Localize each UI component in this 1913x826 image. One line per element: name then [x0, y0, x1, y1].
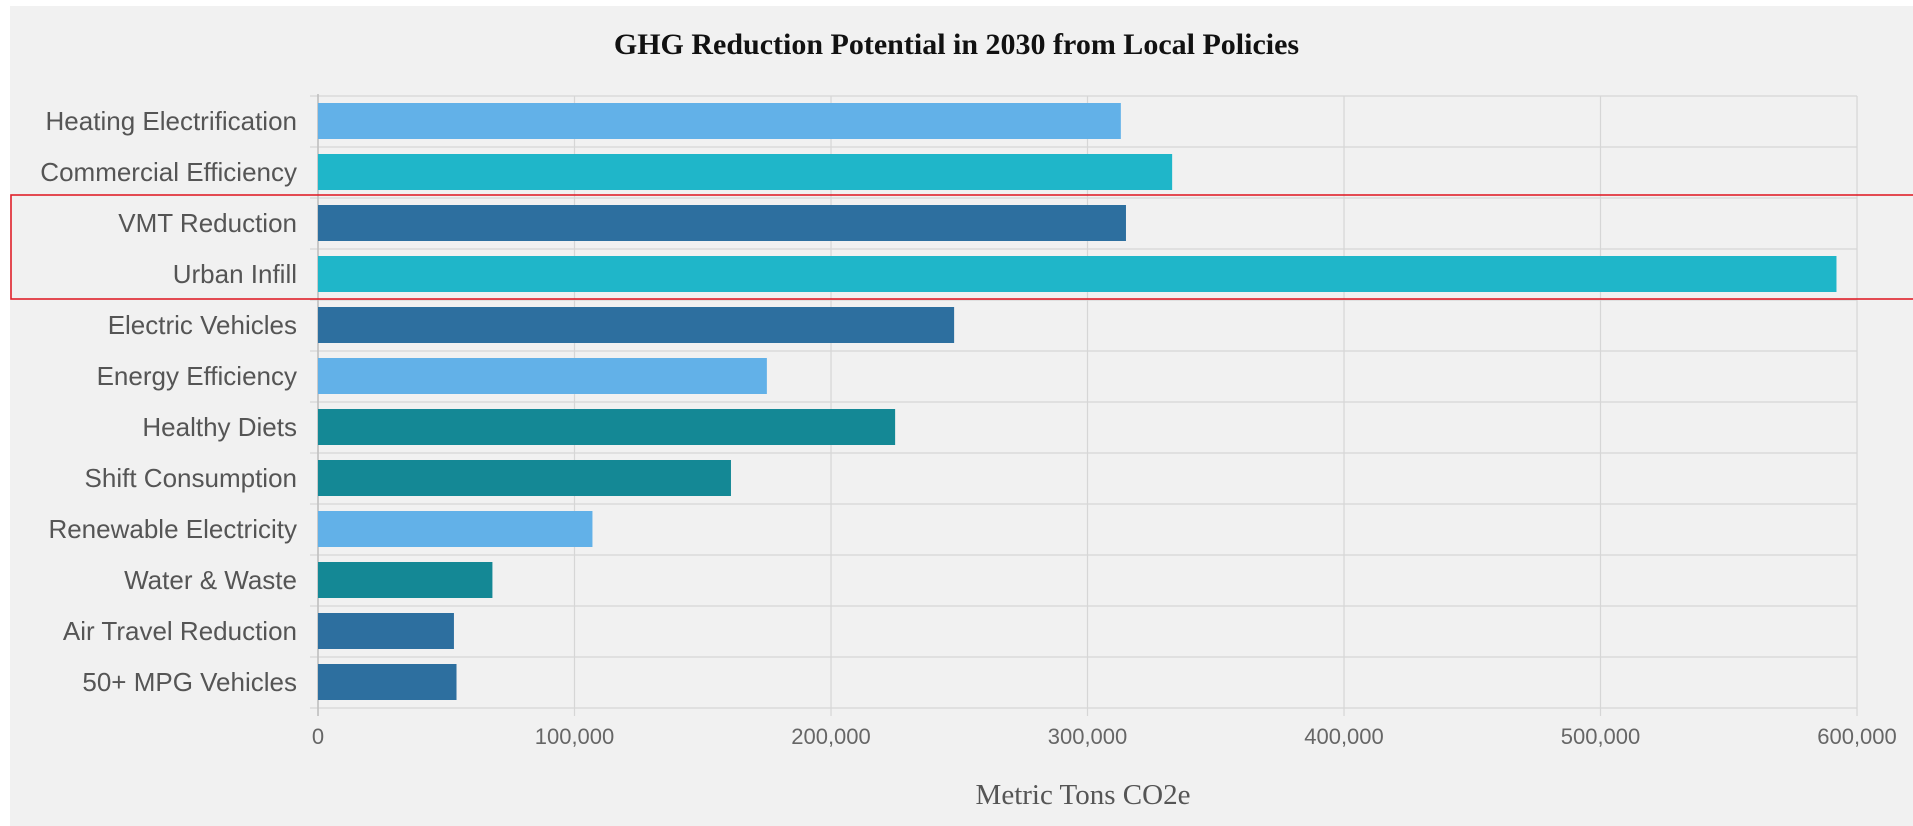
category-label: Shift Consumption — [85, 463, 297, 493]
bar-electric-vehicles — [318, 307, 955, 343]
category-label: Water & Waste — [124, 565, 297, 595]
category-label: Air Travel Reduction — [63, 616, 297, 646]
bar-energy-efficiency — [318, 358, 767, 394]
bar-air-travel-reduction — [318, 613, 454, 649]
category-label: Commercial Efficiency — [40, 157, 297, 187]
category-label: Heating Electrification — [46, 106, 297, 136]
x-tick-label: 100,000 — [535, 724, 615, 749]
x-tick-label: 300,000 — [1048, 724, 1128, 749]
highlight-rectangle — [10, 194, 1913, 300]
x-tick-label: 500,000 — [1561, 724, 1641, 749]
bar-healthy-diets — [318, 409, 896, 445]
x-axis-title: Metric Tons CO2e — [976, 779, 1191, 811]
x-tick-label: 0 — [312, 724, 324, 749]
chart-title: GHG Reduction Potential in 2030 from Loc… — [613, 28, 1300, 61]
bar-shift-consumption — [318, 460, 731, 496]
category-label: 50+ MPG Vehicles — [82, 667, 297, 697]
category-label: Energy Efficiency — [97, 361, 297, 391]
grid-lines — [310, 94, 1858, 716]
category-label: VMT Reduction — [118, 208, 297, 238]
x-tick-label: 600,000 — [1817, 724, 1897, 749]
bar-urban-infill — [318, 256, 1837, 292]
x-tick-label: 200,000 — [791, 724, 871, 749]
x-tick-labels: 0 100,000 200,000 300,000 400,000 500,000 600,… — [312, 724, 1897, 749]
category-label: Electric Vehicles — [108, 310, 297, 340]
bar-commercial-efficiency — [318, 154, 1173, 190]
bar-50-mpg-vehicles — [318, 664, 457, 700]
bar-renewable-electricity — [318, 511, 593, 547]
bar-water-waste — [318, 562, 493, 598]
x-tick-label: 400,000 — [1304, 724, 1384, 749]
highlight-box — [10, 194, 1913, 300]
bars — [318, 103, 1837, 700]
category-labels: Heating Electrification Commercial Effici… — [40, 106, 297, 697]
bar-heating-electrification — [318, 103, 1121, 139]
category-label: Renewable Electricity — [48, 514, 297, 544]
bar-vmt-reduction — [318, 205, 1126, 241]
category-label: Healthy Diets — [142, 412, 297, 442]
category-label: Urban Infill — [173, 259, 297, 289]
